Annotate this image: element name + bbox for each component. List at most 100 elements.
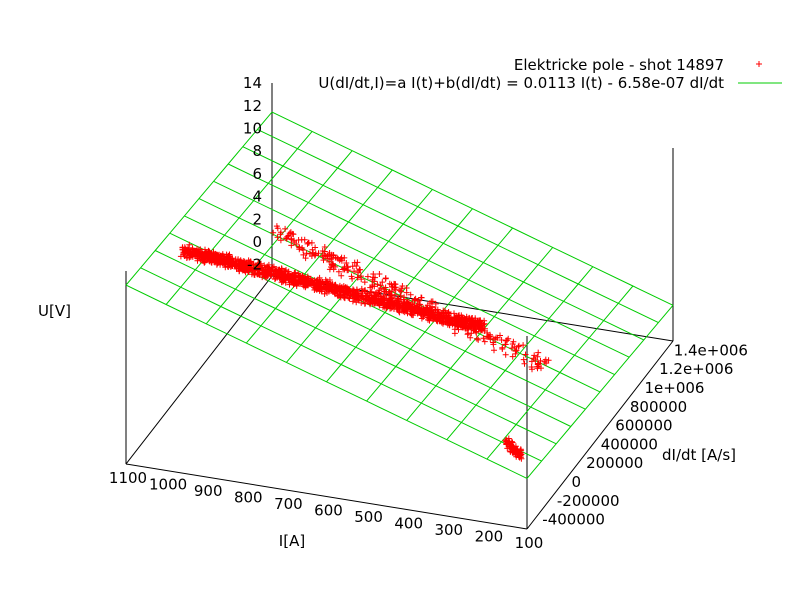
y-tick-label: 0 <box>572 473 582 491</box>
data-point <box>510 446 517 453</box>
data-point <box>258 260 264 267</box>
fit-surface-grid <box>125 111 674 479</box>
data-point <box>326 266 333 273</box>
data-point <box>321 244 328 250</box>
data-point <box>407 310 414 317</box>
data-point <box>304 277 311 283</box>
data-point <box>476 325 483 332</box>
x-tick-label: 1000 <box>149 476 187 494</box>
floor-edge-right <box>526 340 674 530</box>
data-point <box>399 283 406 289</box>
z-tick-label: 10 <box>243 120 262 138</box>
z-tick-label: 14 <box>243 74 262 92</box>
data-point <box>541 358 548 365</box>
y-tick-label: 800000 <box>630 398 687 416</box>
data-point <box>276 273 283 280</box>
data-point <box>296 277 303 284</box>
data-point <box>287 229 294 236</box>
data-point <box>531 352 538 359</box>
data-point <box>186 254 193 261</box>
data-point <box>508 345 515 352</box>
data-point <box>318 288 325 295</box>
data-point <box>235 265 242 272</box>
data-point <box>314 279 321 286</box>
data-point <box>473 335 480 342</box>
data-point <box>305 239 312 246</box>
data-point <box>204 256 211 263</box>
data-point <box>484 329 491 336</box>
data-point <box>545 357 552 364</box>
surface-line-d <box>242 146 645 341</box>
data-point <box>397 303 404 310</box>
data-point <box>440 318 447 325</box>
data-point <box>451 310 457 317</box>
x-tick-label: 400 <box>394 515 423 533</box>
x-tick-label: 500 <box>354 508 383 526</box>
data-point <box>372 274 378 281</box>
data-point <box>444 317 451 324</box>
data-point <box>282 225 289 232</box>
data-point <box>328 286 335 293</box>
data-point <box>364 273 371 280</box>
data-point <box>322 286 329 293</box>
data-point <box>437 314 444 321</box>
data-point <box>341 294 348 301</box>
data-point <box>502 437 509 444</box>
data-point <box>285 274 291 281</box>
data-point <box>367 289 374 296</box>
data-point <box>464 331 471 338</box>
data-point <box>226 255 233 262</box>
data-point <box>386 288 393 295</box>
data-point <box>291 237 298 244</box>
data-point <box>499 344 506 351</box>
legend: Elektricke pole - shot 14897 U(dI/dt,I)=… <box>318 56 782 92</box>
data-point <box>309 278 316 284</box>
data-point <box>360 296 367 303</box>
data-point <box>282 268 289 275</box>
data-point <box>315 250 322 257</box>
data-point <box>304 240 311 247</box>
data-point <box>381 304 388 311</box>
surface-line-d <box>271 111 674 306</box>
data-point <box>371 292 378 299</box>
data-point <box>319 248 326 254</box>
z-tick-label: 12 <box>243 97 262 115</box>
data-point <box>367 301 374 308</box>
data-point <box>293 241 300 247</box>
data-point <box>379 279 386 286</box>
data-point <box>350 286 356 293</box>
tick-labels: 1100 1000 900 800 700 600 500 400 300 200 100-4000… <box>109 74 748 552</box>
data-point <box>401 300 408 307</box>
legend-entry-points: Elektricke pole - shot 14897 <box>514 56 724 74</box>
data-point <box>509 353 516 360</box>
data-point <box>415 297 422 304</box>
data-point <box>394 306 401 313</box>
data-point <box>469 315 476 321</box>
data-point <box>239 266 246 272</box>
data-point <box>292 269 299 276</box>
y-tick-label: 1e+006 <box>645 379 705 397</box>
legend-entry-fit: U(dI/dt,I)=a I(t)+b(dI/dt) = 0.0113 I(t)… <box>318 74 724 92</box>
data-point <box>321 252 328 259</box>
data-point <box>413 308 420 314</box>
data-point <box>530 355 537 362</box>
data-point <box>528 358 535 365</box>
data-point <box>434 306 441 313</box>
data-point <box>335 268 342 275</box>
x-tick-label: 600 <box>314 502 343 520</box>
data-point <box>418 294 425 301</box>
data-point <box>513 453 520 460</box>
data-point <box>232 261 239 268</box>
data-point <box>272 275 279 282</box>
data-point <box>398 285 405 292</box>
data-point <box>227 258 234 265</box>
data-point <box>410 306 417 313</box>
data-point <box>368 288 375 295</box>
data-point <box>446 313 453 320</box>
data-point <box>445 310 451 316</box>
data-point <box>196 254 202 261</box>
data-point <box>301 236 308 243</box>
data-point <box>528 364 535 370</box>
data-point <box>296 244 303 251</box>
surface-line-d <box>213 180 615 376</box>
